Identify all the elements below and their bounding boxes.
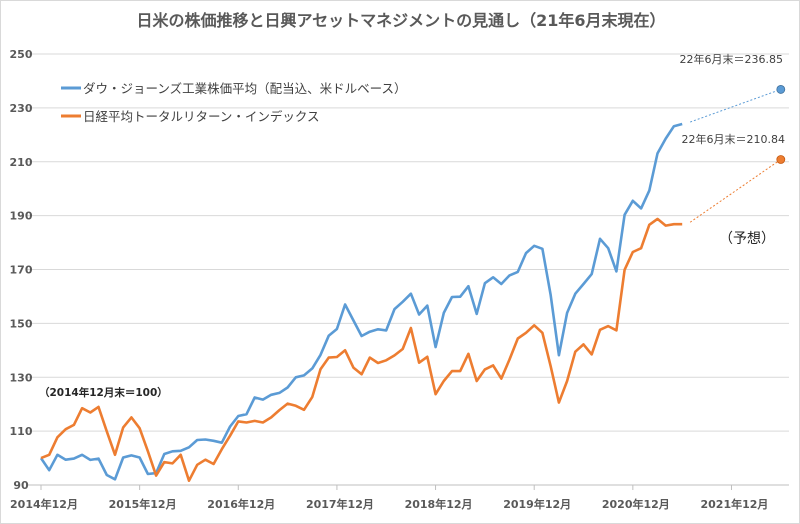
forecast-line-1 [689, 159, 782, 223]
series-line-1 [40, 217, 683, 483]
y-tick-label: 190 [10, 210, 33, 223]
x-tick-label: 2020年12月 [602, 497, 670, 511]
chart-title: 日米の株価推移と日興アセットマネジメントの見通し（21年6月末現在） [136, 11, 665, 30]
y-tick-label: 130 [10, 371, 33, 384]
forecast-label-dow: 22年6月末＝236.85 [680, 52, 784, 66]
x-tick-label: 2021年12月 [701, 497, 769, 511]
x-tick-label: 2016年12月 [207, 497, 275, 511]
x-tick-label: 2015年12月 [109, 497, 177, 511]
series-line-0 [39, 122, 683, 481]
forecast-line-0 [689, 88, 781, 123]
y-tick-label: 210 [10, 156, 33, 169]
forecast-point-1 [776, 155, 786, 164]
x-tick-label: 2017年12月 [306, 497, 374, 511]
y-tick-label: 90 [13, 479, 29, 492]
forecast-label-nikkei: 22年6月末＝210.84 [682, 132, 786, 146]
legend-label-nikkei: 日経平均トータルリターン・インデックス [83, 109, 320, 124]
legend-label-dow: ダウ・ジョーンズ工業株価平均（配当込、米ドルベース） [83, 81, 407, 96]
forecast-point-0 [776, 85, 786, 94]
base-note: （2014年12月末＝100） [39, 386, 168, 399]
y-tick-label: 150 [10, 317, 33, 330]
y-tick-label: 170 [10, 264, 33, 277]
x-tick-label: 2018年12月 [405, 497, 473, 511]
y-tick-label: 230 [10, 102, 33, 115]
x-tick-label: 2019年12月 [503, 497, 571, 511]
y-tick-label: 110 [10, 425, 33, 438]
x-tick-label: 2014年12月 [10, 497, 78, 511]
y-tick-label: 250 [10, 48, 33, 61]
forecast-note: （予想） [719, 231, 775, 247]
